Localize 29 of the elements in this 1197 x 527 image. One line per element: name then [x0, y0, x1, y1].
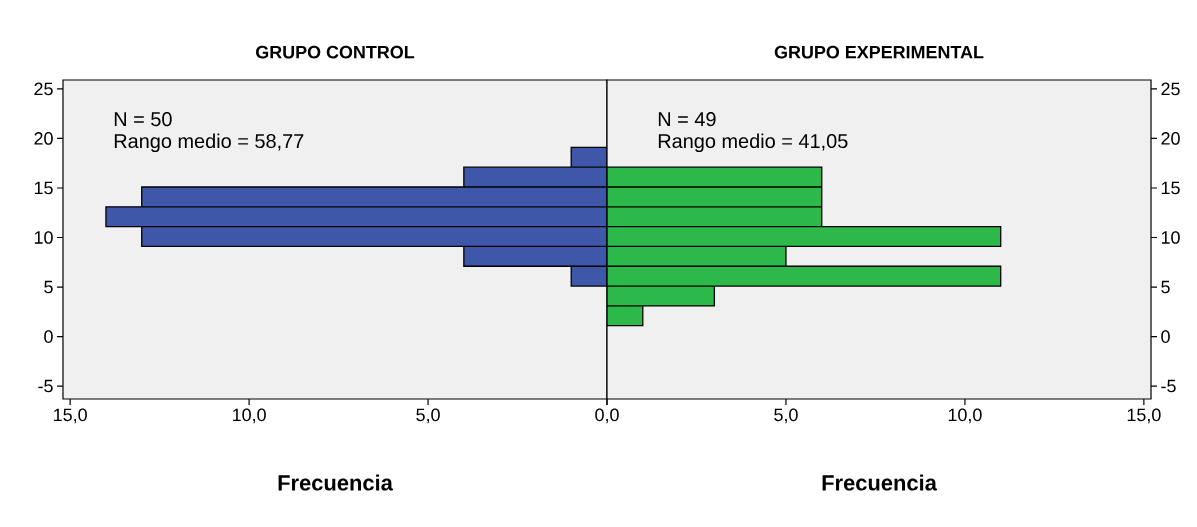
x-tick-label: 5,0: [774, 408, 798, 424]
x-tick-label: 5,0: [416, 408, 440, 424]
y-tick-label: 20: [34, 132, 53, 145]
y-tick-label: 5: [44, 280, 53, 294]
annotation: Rango medio = 41,05: [658, 133, 848, 153]
x-axis-title: Frecuencia: [822, 474, 938, 491]
annotation: N = 50: [114, 112, 172, 127]
annotation: Rango medio = 58,77: [114, 133, 304, 153]
annotation: N = 49: [658, 112, 716, 127]
y-tick-label: 5: [1161, 280, 1170, 294]
y-tick-label: 20: [1161, 132, 1180, 145]
y-tick-label: 0: [44, 330, 53, 343]
chart-title: GRUPO CONTROL: [256, 45, 415, 59]
y-tick-label: 25: [34, 82, 53, 96]
chart-title: GRUPO EXPERIMENTAL: [774, 45, 984, 59]
y-tick-label: -5: [38, 379, 53, 393]
x-tick-label: 10,0: [948, 408, 982, 424]
x-axis-title: Frecuencia: [278, 474, 393, 491]
y-tick-label: 25: [1161, 82, 1180, 96]
y-tick-label: -5: [1161, 379, 1176, 393]
y-tick-label: 10: [34, 231, 53, 244]
y-tick-label: 15: [1161, 181, 1180, 195]
y-tick-label: 15: [34, 181, 53, 195]
y-tick-label: 0: [1161, 330, 1170, 343]
y-tick-label: 10: [1161, 231, 1180, 244]
x-tick-label: 0,0: [595, 408, 619, 424]
x-tick-label: 10,0: [233, 408, 266, 424]
x-tick-label: 15,0: [54, 408, 87, 424]
x-tick-label: 15,0: [1127, 408, 1161, 424]
